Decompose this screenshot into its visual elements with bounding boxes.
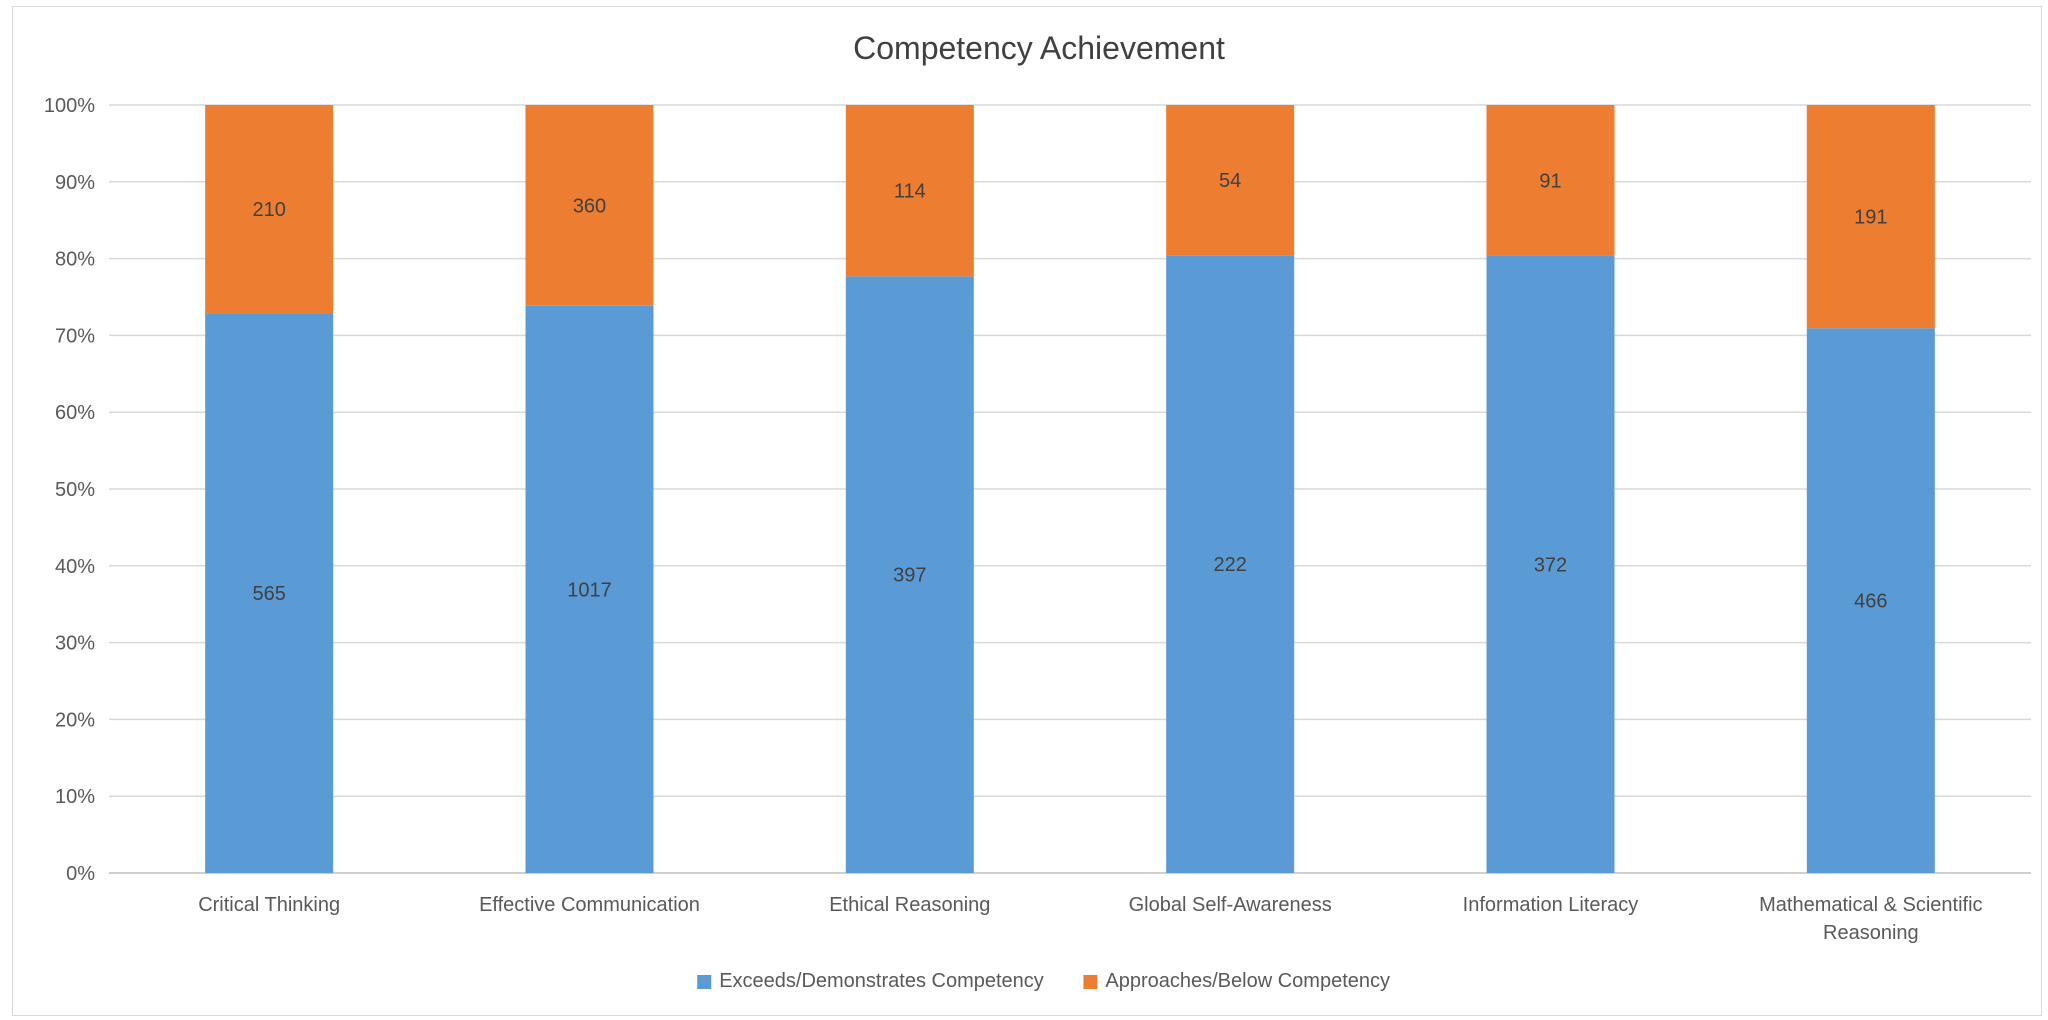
legend-item: Exceeds/Demonstrates Competency bbox=[697, 970, 1044, 992]
data-label: 1017 bbox=[567, 579, 612, 601]
data-label: 372 bbox=[1534, 554, 1567, 576]
bars bbox=[205, 105, 1935, 874]
bar-segment bbox=[205, 105, 334, 314]
chart: Competency Achievement 0% 10% 20% 30% 40% 50%… bbox=[44, 30, 2031, 992]
x-axis-ticks: Critical Thinking Effective Communication… bbox=[198, 894, 1982, 944]
data-label: 91 bbox=[1539, 170, 1561, 192]
data-label: 191 bbox=[1854, 207, 1887, 229]
y-tick-label: 20% bbox=[55, 709, 95, 731]
y-tick-label: 50% bbox=[55, 479, 95, 501]
chart-title: Competency Achievement bbox=[853, 30, 1225, 66]
x-tick-label: Global Self-Awareness bbox=[1129, 894, 1332, 916]
y-axis-ticks: 0% 10% 20% 30% 40% 50% 60% 70% 80% 90% 100% bbox=[44, 95, 95, 885]
legend-label: Exceeds/Demonstrates Competency bbox=[719, 970, 1044, 992]
data-label: 114 bbox=[894, 181, 926, 203]
legend-swatch bbox=[697, 975, 712, 989]
legend-item: Approaches/Below Competency bbox=[1083, 970, 1390, 992]
data-label: 210 bbox=[252, 199, 285, 221]
legend-label: Approaches/Below Competency bbox=[1105, 970, 1390, 992]
data-label: 397 bbox=[893, 565, 926, 587]
y-tick-label: 70% bbox=[55, 325, 95, 347]
y-tick-label: 10% bbox=[55, 786, 95, 808]
bar-segment bbox=[1166, 255, 1295, 873]
x-tick-label: Ethical Reasoning bbox=[829, 894, 990, 916]
data-labels: 565 210 1017 360 397 114 222 54 372 91 466 191 bbox=[252, 170, 1887, 613]
data-label: 360 bbox=[573, 195, 606, 217]
y-tick-label: 100% bbox=[44, 95, 95, 117]
bar-segment bbox=[845, 105, 974, 277]
data-label: 565 bbox=[252, 583, 285, 605]
x-tick-label: Critical Thinking bbox=[198, 894, 340, 916]
bar-segment bbox=[1806, 105, 1935, 329]
data-label: 222 bbox=[1213, 554, 1246, 576]
bar-segment bbox=[1486, 105, 1615, 256]
y-tick-label: 80% bbox=[55, 249, 95, 271]
y-tick-label: 0% bbox=[66, 863, 95, 885]
chart-frame: Competency Achievement 0% 10% 20% 30% 40% 50%… bbox=[12, 6, 2042, 1016]
y-tick-label: 40% bbox=[55, 556, 95, 578]
gridlines bbox=[109, 104, 2031, 874]
bar-segment bbox=[205, 313, 334, 873]
y-tick-label: 90% bbox=[55, 172, 95, 194]
bar-segment bbox=[1486, 255, 1615, 874]
y-tick-label: 30% bbox=[55, 633, 95, 655]
x-tick-label: Information Literacy bbox=[1463, 894, 1639, 916]
bar-segment bbox=[845, 276, 974, 874]
bar-segment bbox=[1806, 328, 1935, 873]
bar-segment bbox=[525, 305, 654, 873]
bar-segment bbox=[525, 105, 654, 306]
x-tick-label: Effective Communication bbox=[479, 894, 700, 916]
bar-segment bbox=[1166, 105, 1295, 256]
legend-swatch bbox=[1083, 975, 1098, 989]
data-label: 54 bbox=[1219, 170, 1241, 192]
legend: Exceeds/Demonstrates Competency Approache… bbox=[697, 970, 1390, 992]
data-label: 466 bbox=[1854, 591, 1887, 613]
x-tick-label: Mathematical & Scientific Reasoning bbox=[1759, 894, 1982, 944]
y-tick-label: 60% bbox=[55, 402, 95, 424]
